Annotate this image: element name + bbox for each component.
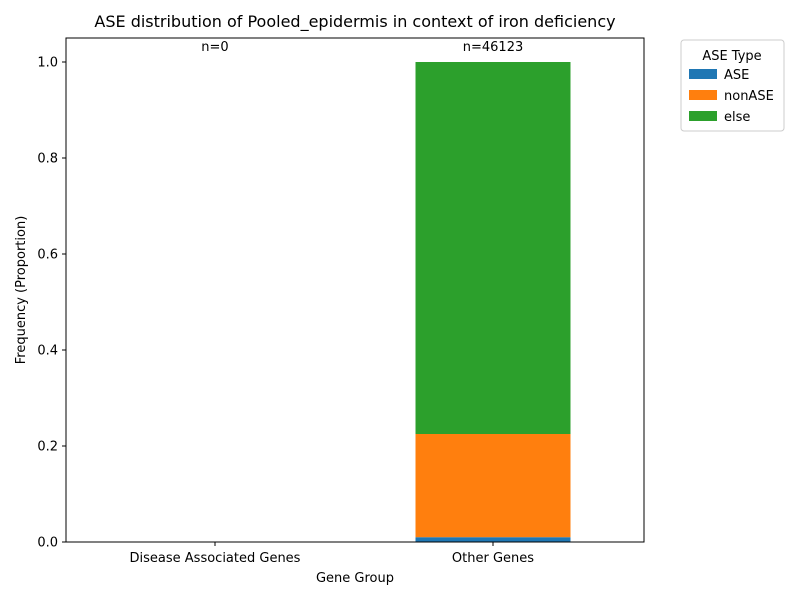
x-axis-ticks: Disease Associated Genes Other Genes [130, 542, 534, 566]
y-axis-ticks: 0.0 0.2 0.4 0.6 0.8 1.0 [37, 56, 66, 551]
bar-nonase-2 [415, 434, 571, 538]
legend-box [680, 39, 785, 132]
y-axis-label: Frequency (Proportion) [14, 216, 29, 365]
bar-ase-2 [415, 537, 571, 542]
legend-swatch-nonase [689, 90, 717, 100]
y-tick-label: 0.4 [37, 344, 58, 359]
bar-group [415, 62, 571, 542]
legend-title: ASE Type [702, 49, 761, 64]
count-label: n=0 [201, 40, 228, 55]
y-tick-label: 1.0 [37, 56, 58, 71]
legend-label-nonase: nonASE [724, 89, 774, 104]
legend-items: ASE nonASE else [689, 68, 774, 125]
legend: ASE Type ASE nonASE else [680, 39, 785, 132]
legend-label-else: else [724, 110, 750, 125]
count-label: n=46123 [463, 40, 524, 55]
plot-frame [65, 37, 645, 543]
x-tick-label: Disease Associated Genes [130, 551, 301, 566]
x-tick-label: Other Genes [452, 551, 534, 566]
legend-swatch-ase [689, 69, 717, 79]
legend-label-ase: ASE [724, 68, 749, 83]
y-tick-label: 0.6 [37, 248, 58, 263]
count-annotations: n=0 n=46123 [201, 40, 523, 55]
axes [65, 37, 645, 543]
bar-else-2 [415, 62, 571, 434]
legend-swatch-else [689, 111, 717, 121]
y-tick-label: 0.2 [37, 440, 58, 455]
x-axis-label: Gene Group [316, 571, 394, 586]
chart-title: ASE distribution of Pooled_epidermis in … [94, 12, 615, 32]
y-tick-label: 0.0 [37, 536, 58, 551]
y-tick-label: 0.8 [37, 152, 58, 167]
